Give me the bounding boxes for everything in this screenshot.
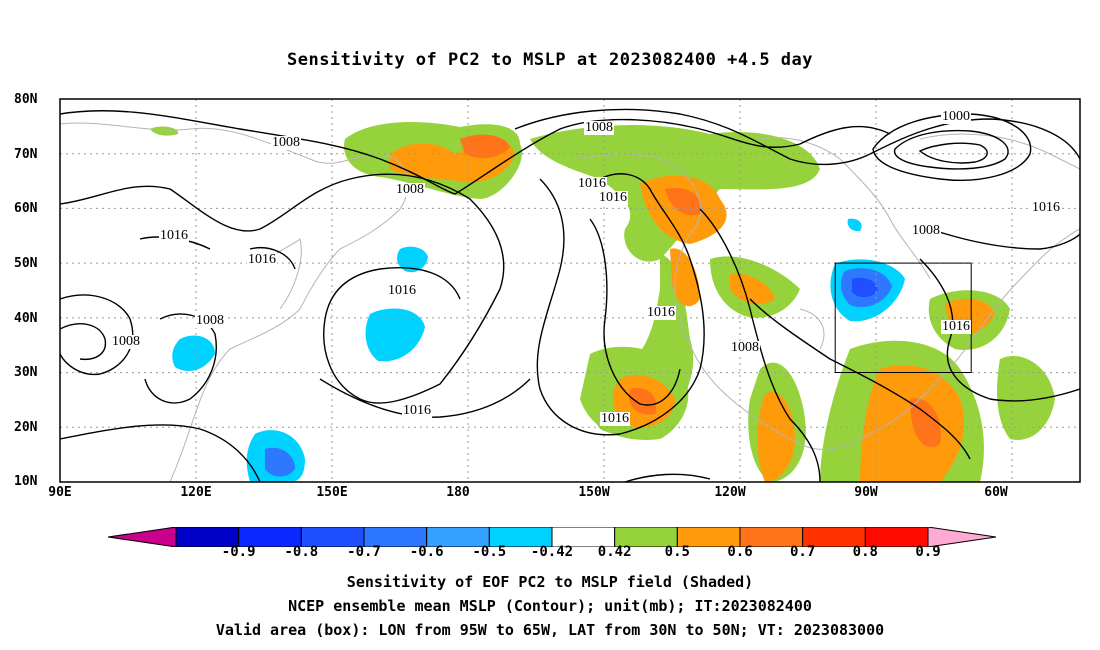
colorbar-tick-label: -0.8 <box>284 544 319 560</box>
colorbar-tick-label: -0.42 <box>530 544 574 560</box>
colorbar-tick-label: 0.5 <box>664 544 690 560</box>
contour-label: 1008 <box>584 120 614 135</box>
lat-label: 80N <box>14 92 38 107</box>
contour-label: 1016 <box>387 283 417 298</box>
lat-label: 70N <box>14 147 38 162</box>
lat-label: 60N <box>14 201 38 216</box>
lon-label: 180 <box>446 485 470 500</box>
colorbar-tick-label: 0.6 <box>727 544 753 560</box>
contour-label: 1016 <box>159 228 189 243</box>
map-panel: 1008 1016 1016 1008 1008 1016 1016 1008 … <box>59 98 1081 483</box>
footer-line-valid-area: Valid area (box): LON from 95W to 65W, L… <box>215 621 885 639</box>
map-canvas <box>59 98 1081 483</box>
contour-label: 1008 <box>911 223 941 238</box>
contour-label: 1008 <box>730 340 760 355</box>
colorbar-high-extend <box>927 527 996 547</box>
valid-area-box <box>834 262 972 374</box>
colorbar-low-extend <box>108 527 177 547</box>
lat-label: 40N <box>14 311 38 326</box>
lon-label: 90E <box>48 485 72 500</box>
lat-label: 50N <box>14 256 38 271</box>
colorbar-tick-label: 0.7 <box>790 544 816 560</box>
colorbar-tick-label: -0.5 <box>472 544 507 560</box>
contour-label: 1016 <box>247 252 277 267</box>
contour-label: 1016 <box>600 411 630 426</box>
contour-label: 1008 <box>195 313 225 328</box>
contour-label: 1016 <box>646 305 676 320</box>
contour-label: 1016 <box>402 403 432 418</box>
colorbar-tick-label: 0.8 <box>852 544 878 560</box>
mslp-contours <box>60 108 1080 482</box>
contour-label: 1008 <box>111 334 141 349</box>
lon-label: 120W <box>714 485 746 500</box>
coastlines <box>60 122 1080 482</box>
lon-label: 120E <box>180 485 212 500</box>
colorbar-tick-label: 0.42 <box>597 544 632 560</box>
contour-label: 1000 <box>941 109 971 124</box>
contour-label: 1016 <box>941 319 971 334</box>
lat-label: 30N <box>14 365 38 380</box>
lon-label: 90W <box>854 485 878 500</box>
lat-label: 10N <box>14 474 38 489</box>
colorbar-tick-label: 0.9 <box>915 544 941 560</box>
map-title: Sensitivity of PC2 to MSLP at 2023082400… <box>286 50 813 70</box>
lon-label: 150E <box>316 485 348 500</box>
colorbar-tick-label: -0.9 <box>221 544 256 560</box>
colorbar-tick-label: -0.6 <box>409 544 444 560</box>
lon-label: 150W <box>578 485 610 500</box>
contour-label: 1016 <box>598 190 628 205</box>
lon-label: 60W <box>984 485 1008 500</box>
footer-line-shading: Sensitivity of EOF PC2 to MSLP field (Sh… <box>346 573 754 591</box>
colorbar-tick-label: -0.7 <box>347 544 381 560</box>
map-frame <box>59 98 1081 483</box>
contour-label: 1008 <box>395 182 425 197</box>
contour-label: 1016 <box>1031 200 1061 215</box>
lat-label: 20N <box>14 420 38 435</box>
colorbar <box>108 527 996 547</box>
contour-label: 1016 <box>577 176 607 191</box>
shading-negative <box>172 218 905 482</box>
contour-label: 1008 <box>271 135 301 150</box>
footer-line-contour: NCEP ensemble mean MSLP (Contour); unit(… <box>288 597 812 615</box>
